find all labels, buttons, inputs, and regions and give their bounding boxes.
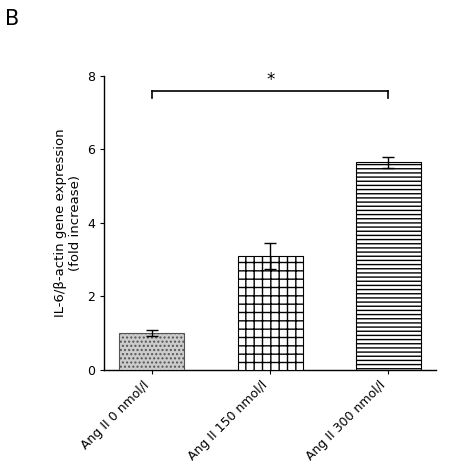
Bar bbox=[119, 333, 184, 370]
Text: *: * bbox=[266, 71, 274, 89]
Bar bbox=[237, 256, 303, 370]
Y-axis label: IL-6/β-actin gene expression
(fold increase): IL-6/β-actin gene expression (fold incre… bbox=[54, 128, 82, 317]
Bar bbox=[356, 162, 421, 370]
Text: B: B bbox=[5, 9, 19, 29]
